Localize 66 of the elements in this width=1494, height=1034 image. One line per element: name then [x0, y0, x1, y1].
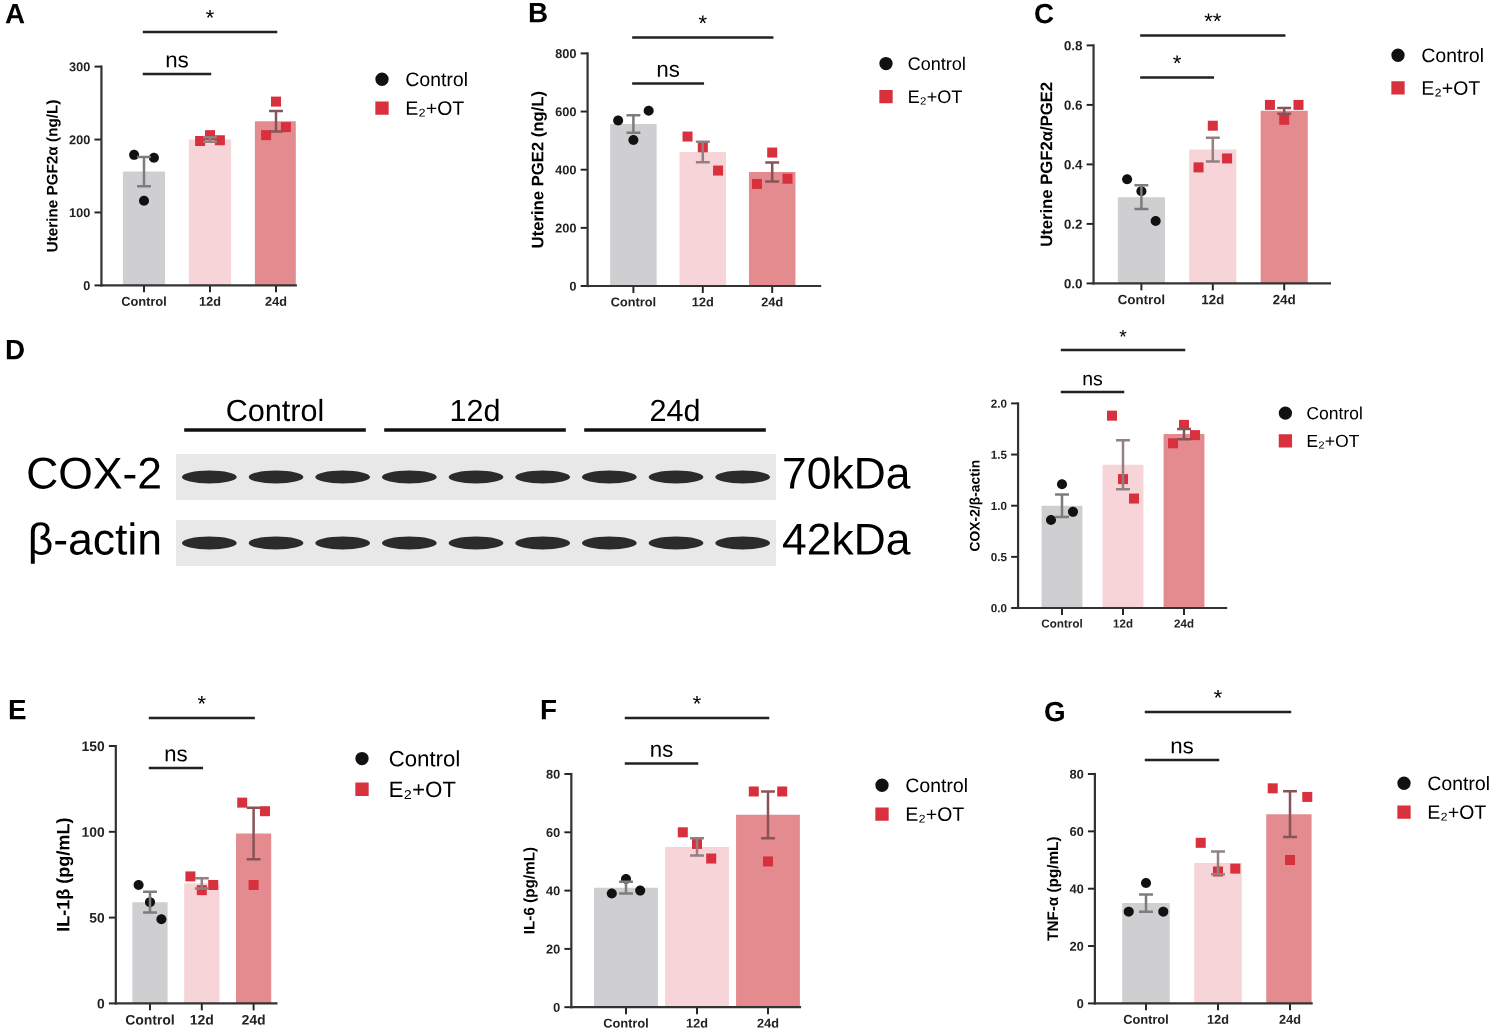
- text: **: [1204, 13, 1222, 22]
- category-label: Control: [227, 398, 323, 422]
- y-axis-title: Uterine PGE2 (ng/L): [531, 91, 547, 248]
- bar: [1189, 149, 1237, 284]
- bar: [1041, 505, 1083, 608]
- y-axis-title: IL-1β (pg/mL): [56, 818, 74, 931]
- legend-label: Control: [1307, 406, 1362, 420]
- bar: [122, 171, 166, 286]
- y-axis-title: Uterine PGF2α/PGE2: [1040, 82, 1053, 246]
- bar: [1102, 464, 1144, 608]
- bar: [665, 846, 729, 1008]
- category-label: 70kDa: [784, 456, 911, 489]
- legend-label: E₂+OT: [1428, 805, 1486, 821]
- bar: [748, 172, 796, 286]
- text: *: [206, 10, 214, 18]
- text: ns: [1171, 741, 1193, 754]
- category-label: COX-2: [28, 457, 160, 489]
- annotation: *: [1173, 55, 1182, 64]
- bar: [1266, 814, 1312, 1004]
- chart-title: E: [9, 700, 26, 720]
- legend-label: E₂+OT: [390, 781, 456, 799]
- text: *: [1119, 329, 1127, 337]
- category-label: 24d: [651, 398, 699, 422]
- text: D: [6, 340, 24, 360]
- text: *: [197, 696, 206, 704]
- annotation: ns: [166, 55, 188, 68]
- bar: [594, 887, 658, 1008]
- legend-label: E₂+OT: [906, 807, 964, 823]
- bar: [736, 814, 800, 1008]
- legend-label: Control: [389, 750, 459, 767]
- bar: [679, 151, 727, 286]
- text: *: [698, 15, 707, 24]
- legend-label: E₂+OT: [909, 90, 962, 105]
- legend-label: E₂+OT: [406, 101, 464, 117]
- legend-label: E₂+OT: [1422, 81, 1480, 97]
- legend-label: Control: [906, 777, 967, 793]
- bar: [1122, 903, 1170, 1004]
- chart-title: B: [529, 3, 547, 23]
- bar: [1163, 434, 1205, 608]
- annotation: ns: [165, 749, 187, 762]
- chart-title: A: [5, 4, 25, 24]
- chart-title: G: [1045, 701, 1064, 722]
- text: *: [693, 696, 701, 704]
- legend-label: Control: [1422, 47, 1483, 63]
- annotation: ns: [657, 64, 680, 77]
- bar: [254, 121, 296, 286]
- bar: [1194, 862, 1242, 1004]
- text: ns: [1083, 374, 1103, 386]
- legend-label: E₂+OT: [1307, 434, 1359, 449]
- legend-label: Control: [908, 56, 965, 71]
- bar: [188, 139, 232, 286]
- bar: [235, 833, 272, 1004]
- legend-label: Control: [1428, 775, 1489, 791]
- chart-title: F: [541, 700, 556, 720]
- text: ns: [651, 744, 673, 757]
- bar: [132, 902, 168, 1004]
- category-label: 12d: [451, 398, 499, 422]
- bar: [184, 883, 220, 1004]
- bar: [610, 124, 657, 286]
- text: *: [1214, 690, 1222, 698]
- legend-label: Control: [406, 71, 467, 87]
- category-label: β-actin: [30, 522, 160, 564]
- category-label: 42kDa: [783, 522, 911, 555]
- bar: [1260, 110, 1308, 284]
- chart-title: C: [1035, 3, 1054, 24]
- bar: [1117, 197, 1165, 284]
